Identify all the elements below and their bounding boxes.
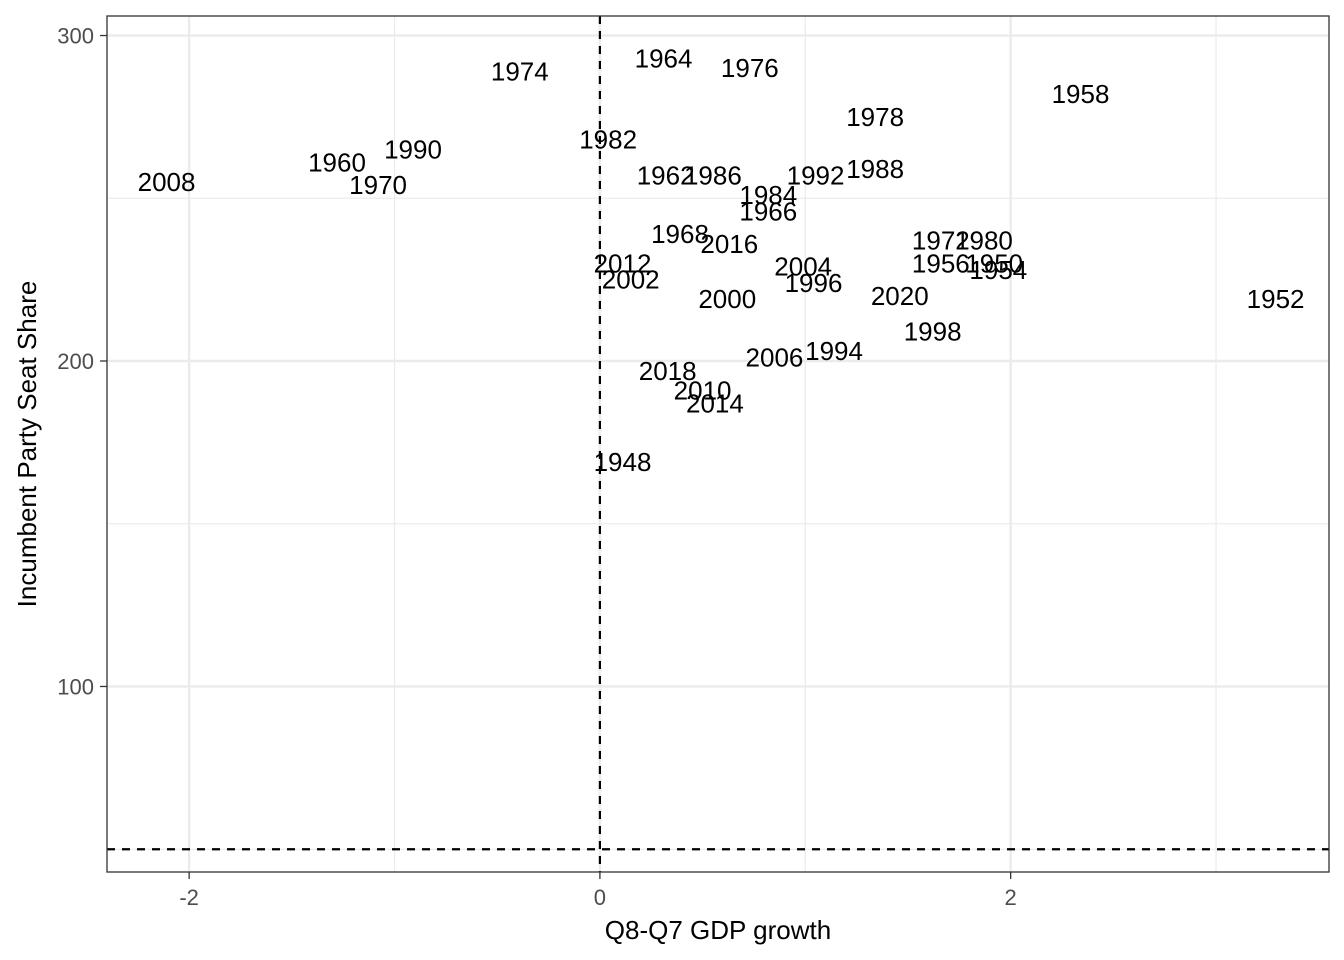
point-label: 1996 <box>785 268 843 298</box>
point-label: 1972 <box>912 226 970 256</box>
point-label: 2018 <box>639 356 697 386</box>
point-label: 1968 <box>651 219 709 249</box>
point-label: 1982 <box>579 125 637 155</box>
point-label: 1974 <box>491 56 549 86</box>
point-label: 2016 <box>700 229 758 259</box>
point-label: 1948 <box>594 447 652 477</box>
point-label: 1960 <box>308 147 366 177</box>
grid <box>107 16 1329 872</box>
point-label: 1954 <box>969 255 1027 285</box>
point-label: 2010 <box>674 375 732 405</box>
point-label: 2002 <box>602 265 660 295</box>
point-label: 1988 <box>846 154 904 184</box>
point-label: 1986 <box>684 160 742 190</box>
point-label: 2020 <box>871 281 929 311</box>
point-label: 1976 <box>721 53 779 83</box>
point-label: 1980 <box>955 226 1013 256</box>
point-label: 2004 <box>774 252 832 282</box>
reference-lines <box>107 16 1329 872</box>
y-tick-label: 200 <box>57 349 94 374</box>
point-label: 1994 <box>805 336 863 366</box>
point-label: 1992 <box>787 160 845 190</box>
point-label: 2014 <box>686 388 744 418</box>
point-label: 2008 <box>138 167 196 197</box>
point-label: 1966 <box>739 196 797 226</box>
x-tick-label: 0 <box>594 885 606 910</box>
x-tick-label: -2 <box>179 885 199 910</box>
point-label: 2012 <box>594 248 652 278</box>
y-axis-title: Incumbent Party Seat Share <box>12 281 42 608</box>
point-label: 1962 <box>637 160 695 190</box>
point-label: 1952 <box>1247 284 1305 314</box>
point-label: 1990 <box>384 134 442 164</box>
point-label: 1978 <box>846 102 904 132</box>
y-tick-label: 100 <box>57 674 94 699</box>
point-label: 1958 <box>1052 79 1110 109</box>
point-label: 1970 <box>349 170 407 200</box>
plot-panel-background <box>107 16 1329 872</box>
plot-panel-border <box>106 15 1330 873</box>
y-tick-label: 300 <box>57 24 94 49</box>
point-label: 1956 <box>912 248 970 278</box>
axes: -2 0 2 100 200 300 <box>57 24 1017 910</box>
x-axis-title: Q8-Q7 GDP growth <box>605 915 831 945</box>
point-label: 1984 <box>739 180 797 210</box>
point-label: 1950 <box>965 248 1023 278</box>
point-label: 2000 <box>698 284 756 314</box>
point-label: 2006 <box>746 343 804 373</box>
point-label: 1998 <box>904 317 962 347</box>
x-tick-label: 2 <box>1005 885 1017 910</box>
point-label: 1964 <box>635 43 693 73</box>
